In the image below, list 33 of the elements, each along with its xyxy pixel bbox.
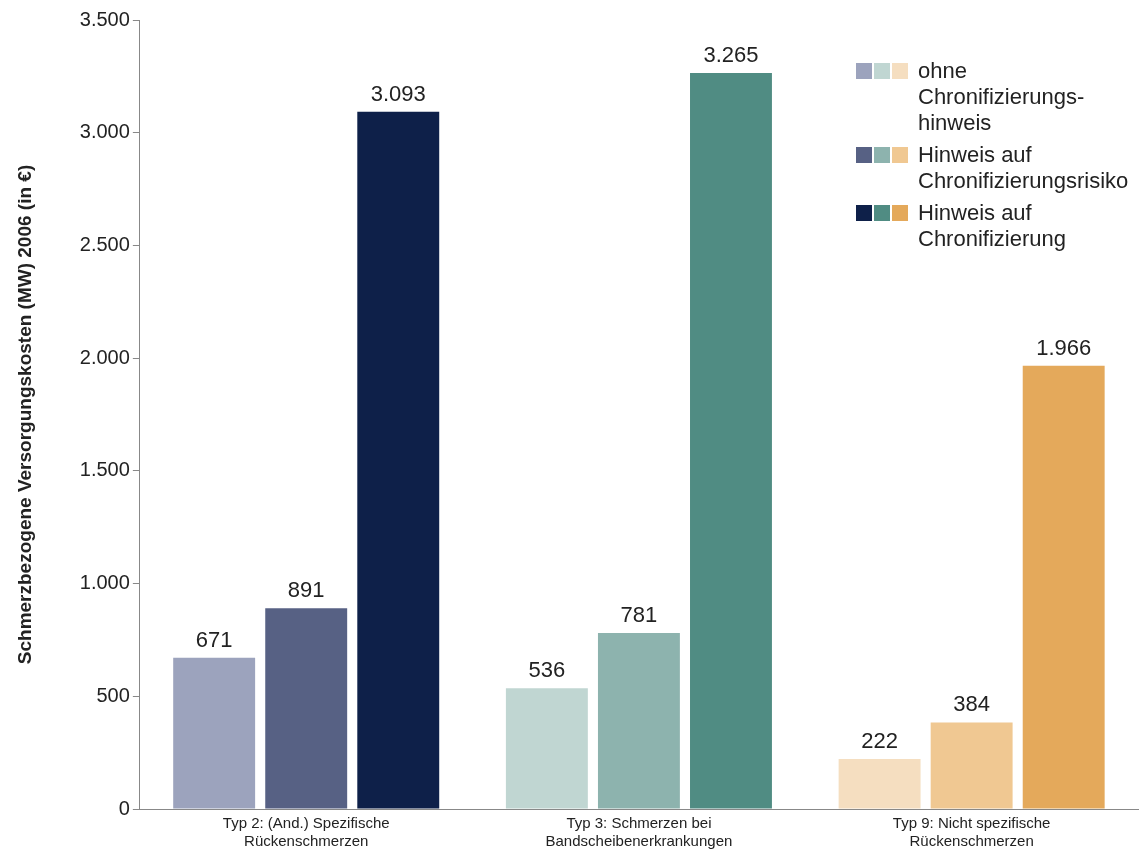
bar [690, 72, 772, 809]
bar [597, 632, 680, 809]
x-tick-label: Typ 2: (And.) Spezifische Rückenschmerzen [222, 814, 390, 850]
data-label: 3.093 [370, 80, 426, 106]
data-label: 1.966 [1036, 334, 1092, 360]
legend-label: Hinweis auf Chronifizierungsrisiko [918, 142, 1130, 194]
bar [265, 608, 348, 809]
data-label: 671 [195, 626, 233, 652]
legend-label: ohne Chronifizierungs-hinweis [918, 58, 1086, 136]
data-label: 3.265 [703, 42, 759, 68]
bar [357, 111, 440, 809]
y-tick-label: 3.500 [79, 7, 130, 30]
y-axis-title: Schmerzbezogene Versorgungskosten (MW) 2006 (in €) [13, 164, 35, 665]
bar [930, 722, 1013, 809]
y-tick-label: 2.000 [79, 345, 130, 368]
x-tick-label: Typ 3: Schmerzen bei Bandscheibenerkrankungen [545, 814, 733, 850]
x-tick-label: Typ 9: Nicht spezifische Rückenschmerzen [892, 814, 1051, 850]
y-tick-label: 1.000 [79, 571, 130, 594]
data-label: 384 [953, 691, 990, 717]
data-label: 781 [620, 602, 658, 627]
data-label: 891 [287, 577, 325, 603]
y-tick-label: 500 [96, 683, 130, 706]
y-tick-label: 3.000 [79, 120, 130, 143]
bar [173, 657, 256, 809]
y-tick-label: 1.500 [79, 458, 130, 481]
legend-label: Hinweis auf Chronifizierung [918, 200, 1067, 252]
bar [1022, 365, 1105, 809]
y-tick-label: 0 [118, 796, 130, 819]
bar [505, 688, 588, 809]
bar [838, 758, 921, 809]
data-label: 536 [528, 657, 566, 683]
y-tick-label: 2.500 [79, 232, 130, 255]
data-label: 222 [861, 728, 898, 754]
